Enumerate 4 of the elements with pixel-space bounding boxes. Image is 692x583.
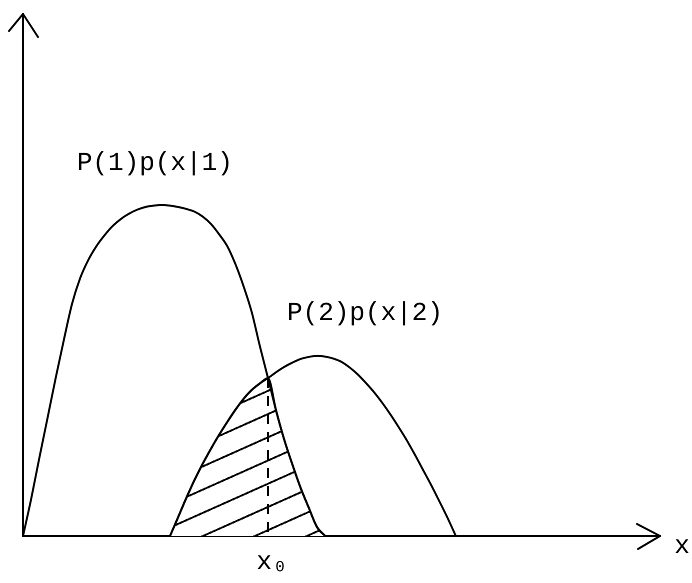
series-label: P(1)p(x|1) [76,148,233,178]
x-axis-title: x [674,530,690,561]
series-label: P(2)p(x|2) [286,298,444,328]
text: x₀ [256,546,288,577]
